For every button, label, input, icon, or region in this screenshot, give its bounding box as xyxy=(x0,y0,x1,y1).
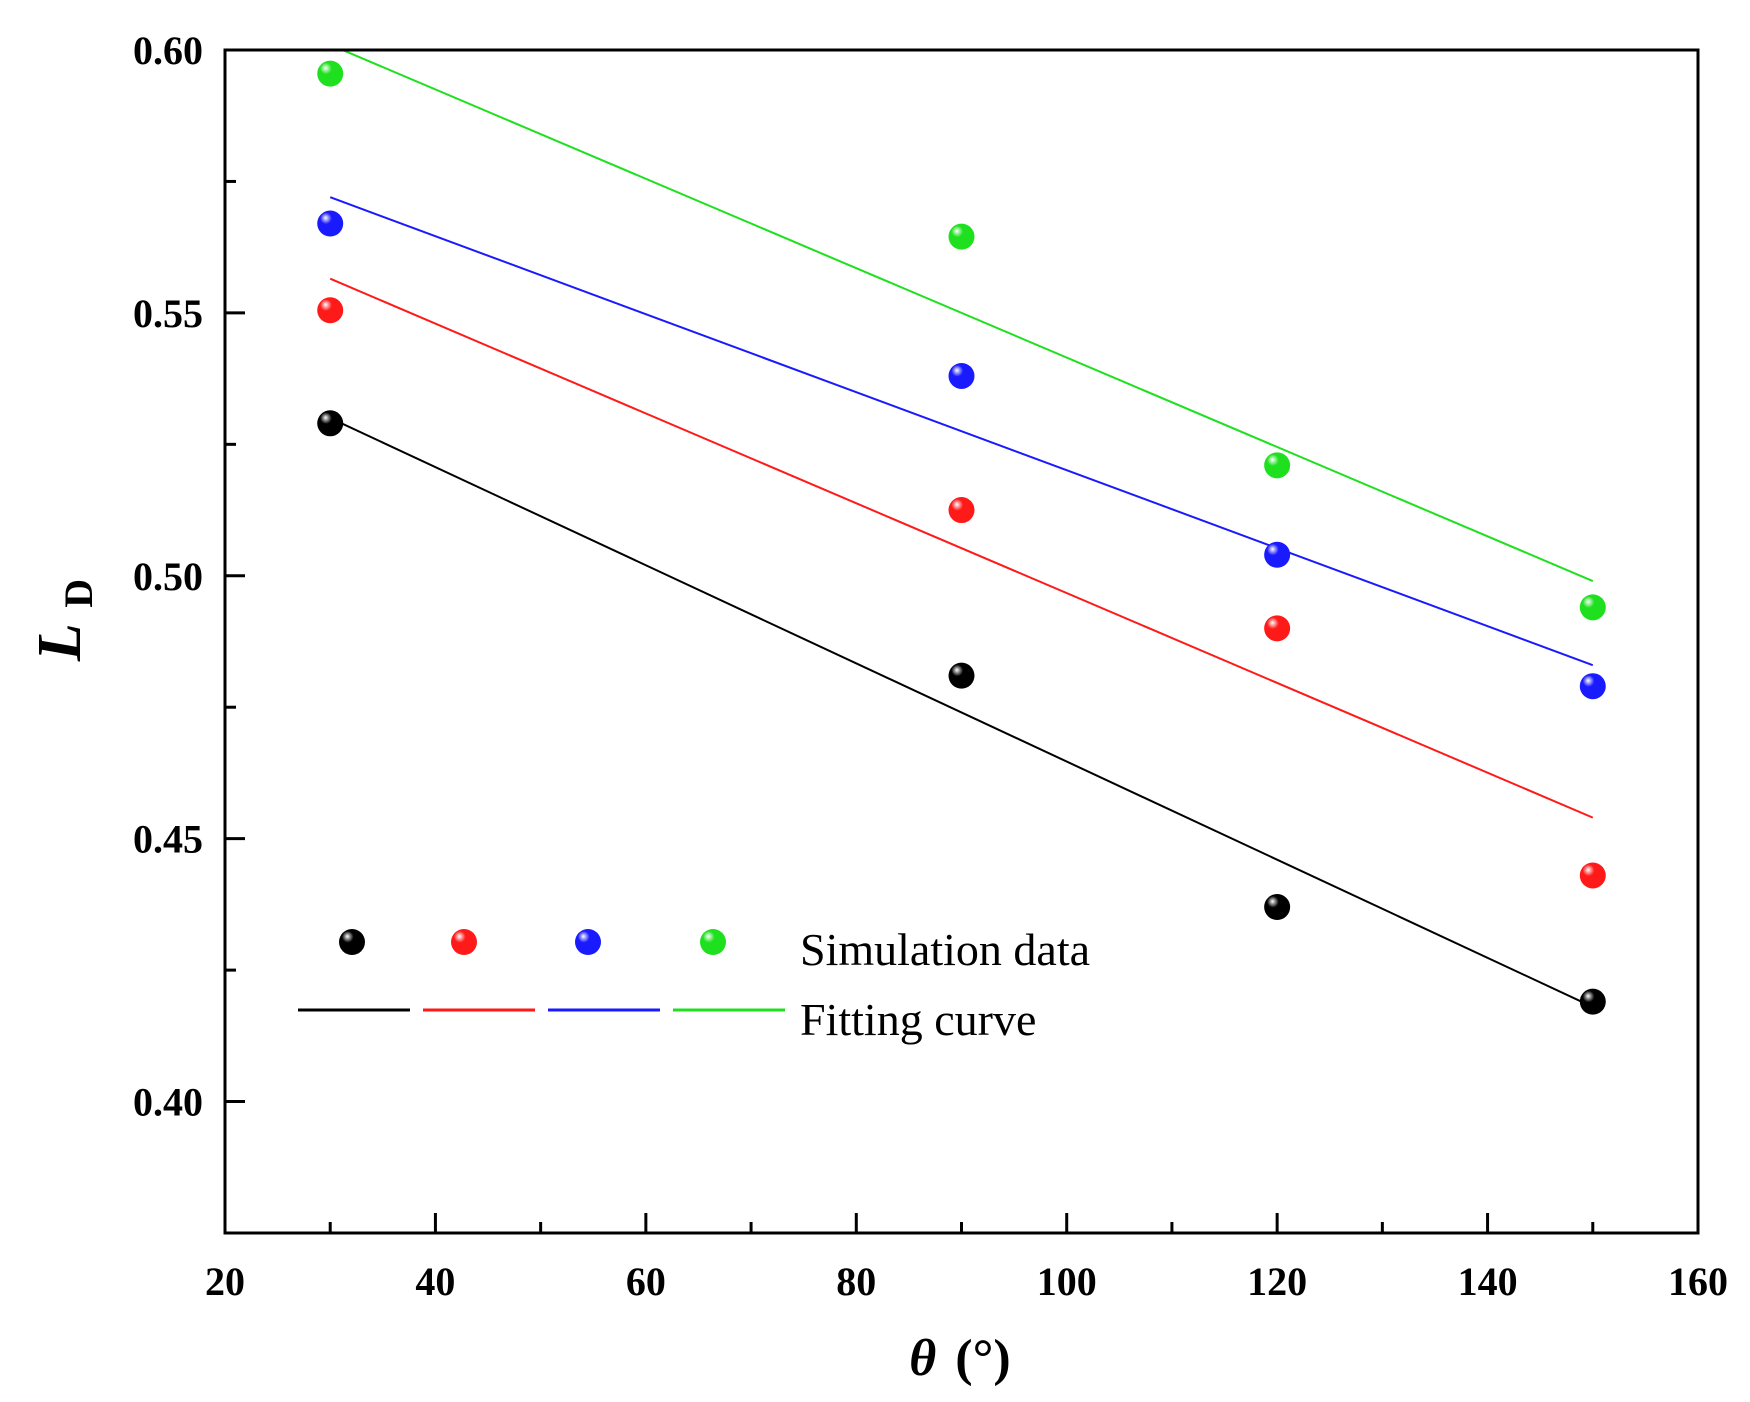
y-axis-subscript: D xyxy=(56,579,101,608)
data-point-blue xyxy=(317,211,343,237)
legend-marker-red xyxy=(451,929,477,955)
data-point-green xyxy=(317,61,343,87)
x-tick-label: 60 xyxy=(626,1259,666,1304)
legend-marker-green xyxy=(700,929,726,955)
x-tick-label: 80 xyxy=(836,1259,876,1304)
data-point-green xyxy=(949,224,975,250)
data-point-black xyxy=(317,410,343,436)
x-tick-label: 100 xyxy=(1037,1259,1097,1304)
fit-line-blue xyxy=(330,197,1593,665)
x-tick-label: 160 xyxy=(1668,1259,1728,1304)
data-point-red xyxy=(949,497,975,523)
data-point-red xyxy=(317,297,343,323)
data-point-green xyxy=(1264,452,1290,478)
legend: Simulation data Fitting curve xyxy=(298,924,1090,1045)
x-axis-unit: (°) xyxy=(955,1330,1010,1387)
data-point-black xyxy=(1264,894,1290,920)
y-axis: 0.40 0.45 0.50 0.55 0.60 xyxy=(133,28,245,1125)
legend-marker-black xyxy=(339,929,365,955)
data-point-blue xyxy=(949,363,975,389)
plot-area xyxy=(317,45,1606,1015)
y-axis-title: L D xyxy=(26,579,101,662)
x-axis-title: θ (°) xyxy=(909,1330,1010,1387)
data-point-red xyxy=(1264,615,1290,641)
x-axis: 20 40 60 80 100 120 140 160 xyxy=(205,1213,1728,1304)
y-axis-symbol: L xyxy=(26,623,94,662)
y-tick-label: 0.55 xyxy=(133,291,203,336)
x-tick-label: 40 xyxy=(415,1259,455,1304)
plot-clip-group xyxy=(330,45,1593,1007)
y-tick-label: 0.60 xyxy=(133,28,203,73)
x-tick-label: 140 xyxy=(1458,1259,1518,1304)
data-point-blue xyxy=(1264,542,1290,568)
chart: 20 40 60 80 100 120 140 160 0.40 0.45 0.50 0.55 0.6… xyxy=(0,0,1750,1402)
x-tick-label: 20 xyxy=(205,1259,245,1304)
data-point-black xyxy=(1580,989,1606,1015)
x-axis-symbol: θ xyxy=(909,1330,936,1387)
data-point-black xyxy=(949,663,975,689)
y-tick-label: 0.50 xyxy=(133,554,203,599)
x-tick-label: 120 xyxy=(1247,1259,1307,1304)
y-tick-label: 0.40 xyxy=(133,1080,203,1125)
legend-label-fitting: Fitting curve xyxy=(800,994,1036,1045)
data-point-red xyxy=(1580,862,1606,888)
legend-marker-blue xyxy=(575,929,601,955)
y-tick-label: 0.45 xyxy=(133,817,203,862)
data-point-blue xyxy=(1580,673,1606,699)
data-point-green xyxy=(1580,594,1606,620)
fit-line-red xyxy=(330,279,1593,818)
legend-label-simulation: Simulation data xyxy=(800,924,1090,975)
